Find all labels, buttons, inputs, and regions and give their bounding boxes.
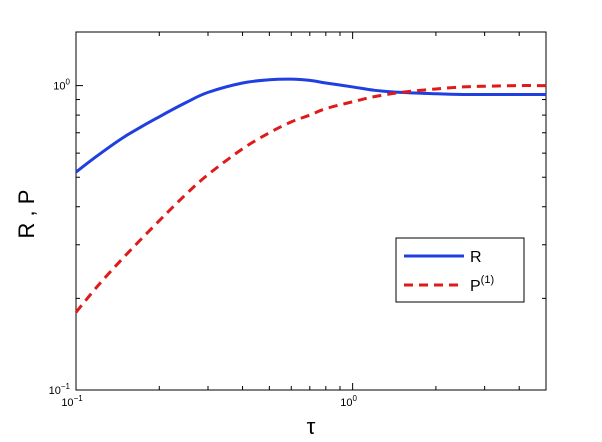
plot-frame: [75, 31, 547, 391]
x-tick-label-base: 10: [61, 397, 73, 409]
legend-box: [395, 237, 525, 303]
y-tick-label: 10−1: [49, 382, 71, 397]
x-tick-label-exp: 0: [353, 394, 358, 403]
y-tick-label-base: 10: [53, 81, 65, 93]
series-layer: [74, 77, 547, 314]
y-axis-label: R , P: [14, 190, 39, 239]
x-tick-label-base: 10: [340, 397, 352, 409]
y-tick-label-exp: −1: [61, 382, 71, 391]
legend-label-r: R: [470, 249, 482, 266]
legend-label-p-sup: (1): [481, 274, 494, 286]
series-line-p: [74, 84, 547, 314]
legend: R P(1): [395, 237, 525, 303]
y-tick-label-exp: 0: [66, 78, 71, 87]
y-tick-label: 100: [53, 78, 70, 93]
x-tick-label: 10−1: [61, 394, 83, 409]
x-axis-label: τ: [307, 414, 316, 439]
legend-label-p: P(1): [470, 274, 494, 295]
legend-label-p-base: P: [470, 278, 481, 295]
x-tick-label: 100: [340, 394, 357, 409]
series-line-r: [75, 77, 546, 174]
x-tick-label-exp: −1: [74, 394, 84, 403]
axis-ticks: [75, 32, 547, 391]
plot-area: [74, 31, 547, 391]
y-tick-label-base: 10: [49, 385, 61, 397]
